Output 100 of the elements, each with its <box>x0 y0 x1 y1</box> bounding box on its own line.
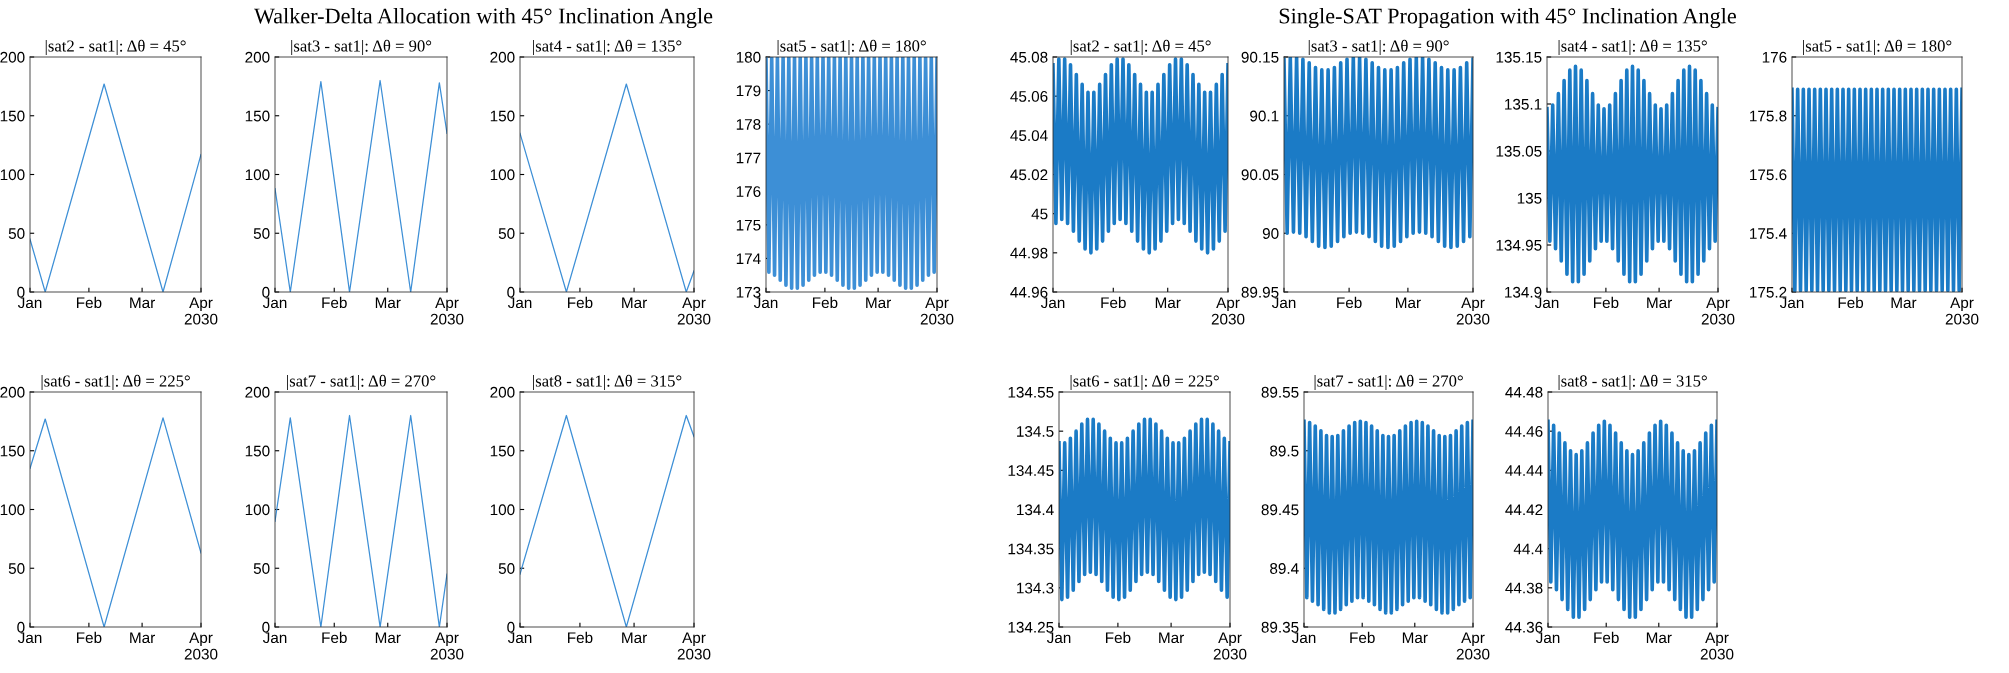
y-tick-label: 174 <box>736 253 761 264</box>
x-tick-label: Mar <box>1396 297 1421 309</box>
x-tick-label: Jan <box>262 632 287 644</box>
y-tick-label: 135.1 <box>1505 98 1542 110</box>
y-tick-label: 175.4 <box>1750 228 1787 239</box>
x-tick-label: Feb <box>1838 296 1864 309</box>
y-tick-label: 177 <box>736 152 761 164</box>
line-series <box>1547 64 1718 284</box>
y-tick-label: 44.38 <box>1505 582 1543 594</box>
y-tick-label: 175.8 <box>1750 110 1787 122</box>
y-tick-label: 50 <box>498 563 515 574</box>
x-tick-label: Mar <box>130 297 155 309</box>
x-tick-label: Mar <box>1891 297 1917 309</box>
y-tick-label: 100 <box>0 169 25 181</box>
x-tick-label: Feb <box>568 296 593 309</box>
x-tick-label: Jan <box>17 632 42 644</box>
y-tick-label: 44.42 <box>1505 504 1543 516</box>
x-tick-label: Apr 2030 <box>1211 297 1245 325</box>
x-tick-label: Jan <box>1534 297 1559 309</box>
y-tick-label: 100 <box>245 504 270 516</box>
y-tick-label: 90 <box>1262 228 1279 239</box>
y-tick-label: 150 <box>490 110 515 122</box>
x-tick-label: Feb <box>1337 296 1362 309</box>
y-tick-label: 134.55 <box>1008 386 1054 398</box>
x-tick-label: Jan <box>262 297 287 309</box>
y-tick-label: 100 <box>490 169 515 181</box>
x-tick-label: Jan <box>1535 632 1560 644</box>
y-tick-label: 150 <box>245 445 270 457</box>
y-tick-label: 134.4 <box>1017 504 1054 516</box>
x-tick-label: Mar <box>375 297 401 309</box>
y-tick-label: 89.55 <box>1261 386 1299 398</box>
x-tick-label: Apr 2030 <box>1945 297 1979 325</box>
y-tick-label: 50 <box>253 228 270 239</box>
x-tick-label: Jan <box>1779 297 1804 309</box>
y-tick-label: 90.05 <box>1241 169 1279 181</box>
y-tick-label: 0 <box>262 286 270 298</box>
y-tick-label: 89.5 <box>1270 445 1299 457</box>
y-tick-label: 0 <box>507 286 515 298</box>
y-tick-label: 50 <box>8 563 25 574</box>
y-tick-label: 0 <box>262 621 270 633</box>
chart-title: |sat3 - sat1|: Δθ = 90° <box>291 39 432 56</box>
y-tick-label: 45.08 <box>1010 51 1048 63</box>
chart-title: |sat5 - sat1|: Δθ = 180° <box>1803 39 1952 56</box>
y-tick-label: 50 <box>253 563 270 574</box>
y-tick-label: 175.6 <box>1750 169 1787 181</box>
y-tick-label: 134.5 <box>1017 426 1054 437</box>
text: Walker-Delta Allocation with 45° Inclination Angle <box>254 7 713 29</box>
y-tick-label: 44.4 <box>1513 543 1543 555</box>
y-tick-label: 180 <box>736 51 761 63</box>
y-tick-label: 200 <box>490 51 515 63</box>
y-tick-label: 44.96 <box>1010 286 1048 298</box>
chart-title: |sat2 - sat1|: Δθ = 45° <box>1070 39 1211 56</box>
x-tick-label: Feb <box>322 296 347 309</box>
y-tick-label: 134.25 <box>1008 621 1054 633</box>
x-tick-label: Apr 2030 <box>430 632 464 660</box>
y-tick-label: 200 <box>245 386 270 398</box>
y-tick-label: 90.15 <box>1241 51 1279 63</box>
y-tick-label: 44.98 <box>1010 247 1048 259</box>
line-series <box>1548 419 1717 620</box>
y-tick-label: 175 <box>736 219 761 231</box>
x-tick-label: Apr 2030 <box>677 297 711 325</box>
x-tick-label: Mar <box>375 632 401 644</box>
y-tick-label: 0 <box>17 621 25 633</box>
chart-title: |sat2 - sat1|: Δθ = 45° <box>45 39 186 56</box>
x-tick-label: Mar <box>130 632 155 644</box>
x-tick-label: Mar <box>1155 297 1181 309</box>
y-tick-label: 100 <box>490 504 515 516</box>
chart-title: |sat5 - sat1|: Δθ = 180° <box>777 39 926 56</box>
x-tick-label: Apr 2030 <box>1700 632 1734 660</box>
chart-title: |sat8 - sat1|: Δθ = 315° <box>1558 374 1707 391</box>
y-tick-label: 89.95 <box>1241 286 1279 298</box>
chart-title: |sat8 - sat1|: Δθ = 315° <box>533 374 682 391</box>
y-tick-label: 45.06 <box>1010 91 1048 102</box>
y-tick-label: 134.9 <box>1505 286 1542 298</box>
x-tick-label: Jan <box>1040 297 1065 309</box>
chart-title: |sat3 - sat1|: Δθ = 90° <box>1308 39 1449 56</box>
x-tick-label: Jan <box>753 297 778 309</box>
x-tick-label: Feb <box>1101 296 1126 309</box>
y-tick-label: 135 <box>1517 192 1542 204</box>
x-tick-label: Feb <box>1350 631 1375 644</box>
chart-title: |sat6 - sat1|: Δθ = 225° <box>41 374 190 391</box>
y-tick-label: 150 <box>0 110 25 122</box>
x-tick-label: Jan <box>1046 632 1071 644</box>
x-tick-label: Apr 2030 <box>677 632 711 660</box>
x-tick-label: Mar <box>622 632 647 644</box>
x-tick-label: Feb <box>76 296 102 309</box>
text: Single-SAT Propagation with 45° Inclination Angle <box>1279 7 1736 29</box>
x-tick-label: Feb <box>76 631 102 644</box>
y-tick-label: 134.45 <box>1008 465 1054 477</box>
x-tick-label: Apr 2030 <box>184 632 218 660</box>
y-tick-label: 178 <box>736 119 761 130</box>
line-series <box>766 57 937 291</box>
y-tick-label: 175.2 <box>1750 286 1787 298</box>
x-tick-label: Apr 2030 <box>1456 297 1490 325</box>
x-tick-label: Mar <box>1402 632 1428 644</box>
y-tick-label: 200 <box>0 386 25 398</box>
y-tick-label: 200 <box>490 386 515 398</box>
x-tick-label: Apr 2030 <box>1701 297 1735 325</box>
y-tick-label: 44.48 <box>1505 386 1543 398</box>
x-tick-label: Feb <box>568 631 593 644</box>
